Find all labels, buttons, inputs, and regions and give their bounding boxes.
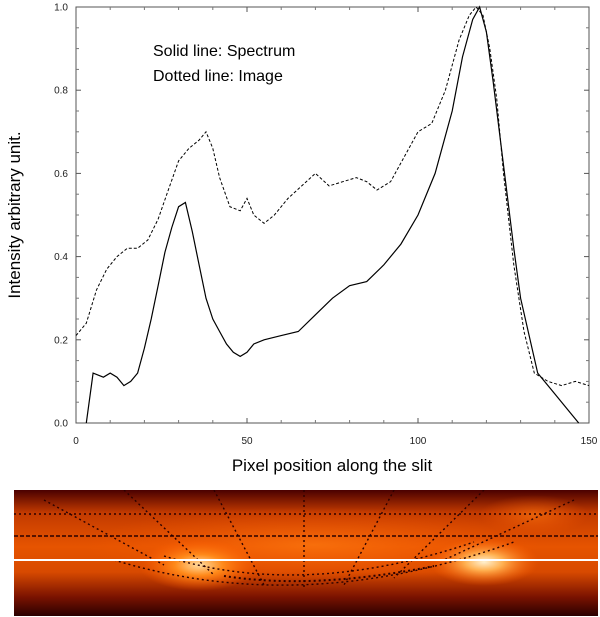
y-tick-label: 0.6 xyxy=(54,169,68,180)
coordinate-grid-overlay xyxy=(14,490,598,590)
series-line-image xyxy=(75,6,590,387)
slit-image-thumbnail xyxy=(14,490,598,616)
legend-annotation-spectrum: Solid line: Spectrum xyxy=(153,43,295,60)
y-tick-label: 1.0 xyxy=(54,3,68,14)
glow-top-right xyxy=(479,495,589,535)
y-tick-label: 0.4 xyxy=(54,252,68,263)
glow-right-hotspot xyxy=(429,538,539,586)
x-tick-label: 0 xyxy=(73,436,79,447)
y-tick-label: 0.0 xyxy=(54,419,68,430)
x-tick-label: 50 xyxy=(241,436,253,447)
x-tick-label: 100 xyxy=(410,436,427,447)
y-tick-label: 0.8 xyxy=(54,86,68,97)
x-axis-title: Pixel position along the slit xyxy=(232,456,433,475)
series-layer xyxy=(75,5,590,424)
legend-annotation-image: Dotted line: Image xyxy=(153,68,283,85)
y-axis-title: Intensity arbitrary unit. xyxy=(5,131,24,298)
intensity-profile-chart: 0 50 100 150 0.0 0.2 0.4 0.6 0.8 1.0 Solid line: … xyxy=(5,3,598,476)
x-tick-label: 150 xyxy=(581,436,598,447)
ticks-layer: 0 50 100 150 0.0 0.2 0.4 0.6 0.8 1.0 xyxy=(54,3,598,448)
y-tick-label: 0.2 xyxy=(54,335,68,346)
